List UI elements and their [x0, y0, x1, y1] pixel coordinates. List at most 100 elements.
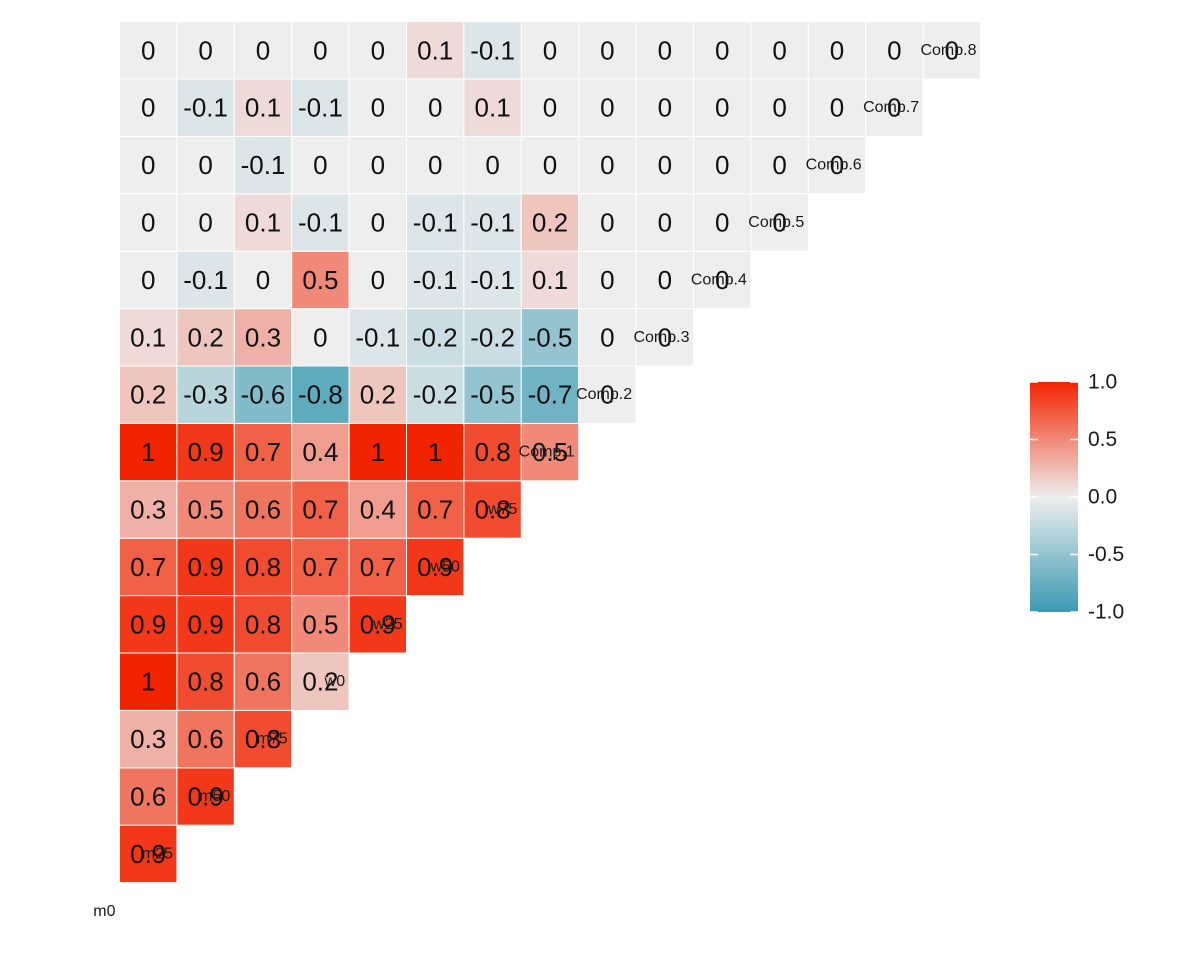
heatmap-cell-Comp.3-m50 — [233, 308, 293, 367]
variable-label-Comp.4: Comp.4 — [691, 271, 747, 288]
cell-value-label: 0.3 — [130, 724, 166, 754]
heatmap-cell-Comp.5-Comp.2 — [635, 193, 694, 252]
variable-label-Comp.7: Comp.7 — [863, 99, 919, 116]
variable-label-Comp.2: Comp.2 — [576, 386, 632, 403]
heatmap-cell-Comp.8-Comp.2 — [635, 21, 694, 80]
heatmap-cell-Comp.5-m25 — [176, 193, 235, 252]
heatmap-cell-w25-m75 — [291, 595, 350, 654]
cell-value-label: 0 — [658, 265, 672, 295]
cell-value-label: 0.2 — [532, 208, 568, 238]
cell-value-label: 0.1 — [245, 208, 281, 238]
cell-value-label: 0 — [313, 35, 327, 65]
heatmap-cell-w75-m75 — [291, 480, 350, 539]
heatmap-cell-Comp.8-m50 — [233, 21, 293, 80]
cell-value-label: 0.5 — [532, 437, 568, 467]
variable-label-w50: w50 — [430, 558, 460, 575]
legend-tick-label: 0.5 — [1088, 428, 1117, 451]
heatmap-cell-Comp.6-w25 — [406, 135, 465, 195]
heatmap-cell-Comp.8-w50 — [463, 21, 522, 80]
cell-value-label: 0.8 — [188, 667, 224, 697]
heatmap-cell-Comp.6-Comp.3 — [693, 135, 752, 195]
heatmap-cell-Comp.2-w50 — [463, 365, 522, 424]
cell-value-label: 0.8 — [475, 437, 511, 467]
heatmap-cell-Comp.7-w25 — [406, 78, 465, 137]
heatmap-cell-w25-m50 — [233, 595, 293, 654]
heatmap-cell-Comp.5-m0 — [119, 193, 178, 252]
heatmap-cell-Comp.4-m0 — [119, 250, 178, 310]
cell-value-label: 0 — [830, 93, 844, 123]
cell-value-label: -0.2 — [470, 322, 515, 352]
cell-value-label: -0.1 — [355, 322, 400, 352]
cell-value-label: 0.1 — [475, 93, 511, 123]
heatmap-cell-Comp.8-Comp.3 — [693, 21, 752, 80]
heatmap-cell-w75-w25 — [406, 480, 465, 539]
cell-value-label: 0.6 — [188, 724, 224, 754]
heatmap-cell-Comp.6-m50 — [233, 135, 293, 195]
cell-value-label: 0.9 — [360, 609, 396, 639]
heatmap-cell-Comp.4-w50 — [463, 250, 522, 310]
cell-value-label: 0 — [600, 322, 614, 352]
cell-value-label: -0.3 — [183, 380, 228, 410]
cell-value-label: -0.1 — [470, 265, 515, 295]
heatmap-cell-Comp.6-m25 — [176, 135, 235, 195]
heatmap-cell-w75-m25 — [176, 480, 235, 539]
cell-value-label: 0.9 — [417, 552, 453, 582]
cell-value-label: 0 — [715, 208, 729, 238]
heatmap-cell-Comp.5-Comp.1 — [578, 193, 637, 252]
legend-ticks: 1.0 0.5 0.0 -0.5 -1.0 — [1030, 371, 1124, 624]
cell-value-label: 0.9 — [130, 839, 166, 869]
heatmap-cell-Comp.2-w0 — [348, 365, 408, 424]
variable-label-Comp.8: Comp.8 — [920, 42, 976, 59]
cell-value-label: -0.8 — [298, 380, 343, 410]
heatmap-cell-Comp.3-w25 — [406, 308, 465, 367]
variable-label-Comp.1: Comp.1 — [519, 444, 575, 461]
cell-value-label: 0 — [543, 35, 557, 65]
heatmap-cell-Comp.1-m50 — [233, 422, 293, 482]
cell-value-label: 0 — [772, 93, 786, 123]
heatmap-cell-Comp.5-Comp.3 — [693, 193, 752, 252]
heatmap-cell-Comp.4-w0 — [348, 250, 408, 310]
heatmap-cell-Comp.5-Comp.4 — [750, 193, 809, 252]
cell-value-label: 1 — [141, 667, 155, 697]
cell-value-label: -0.1 — [241, 150, 286, 180]
cell-value-label: 0 — [256, 35, 270, 65]
cell-value-label: 0 — [715, 93, 729, 123]
cell-value-label: 0 — [772, 208, 786, 238]
cell-value-label: 1 — [371, 437, 385, 467]
cell-value-label: 0.1 — [532, 265, 568, 295]
cell-value-label: 0.8 — [245, 609, 281, 639]
cell-value-label: 0 — [543, 150, 557, 180]
cell-value-label: 0.6 — [130, 782, 166, 812]
cell-value-label: 0.8 — [245, 552, 281, 582]
cell-value-label: -0.5 — [528, 322, 573, 352]
heatmap-cell-Comp.4-w25 — [406, 250, 465, 310]
variable-label-m25: m25 — [142, 845, 173, 862]
heatmap-cell-w0-m50 — [233, 652, 293, 711]
heatmap-cell-m75-m25 — [176, 709, 235, 769]
cell-value-label: 0 — [600, 265, 614, 295]
cell-value-label: 0.2 — [188, 322, 224, 352]
cell-value-label: 0.7 — [130, 552, 166, 582]
cell-value-label: 0 — [371, 265, 385, 295]
heatmap-cell-Comp.6-w50 — [463, 135, 522, 195]
cell-value-label: 0 — [945, 35, 959, 65]
heatmap-cell-w0-m25 — [176, 652, 235, 711]
cell-value-label: 1 — [141, 437, 155, 467]
heatmap-cell-Comp.1-m0 — [119, 422, 178, 482]
cell-value-label: -0.2 — [413, 322, 458, 352]
cell-value-label: -0.2 — [413, 380, 458, 410]
cell-value-label: 0 — [313, 322, 327, 352]
cell-value-label: 0 — [715, 150, 729, 180]
heatmap-cell-w25-m25 — [176, 595, 235, 654]
cell-value-label: 0 — [198, 208, 212, 238]
cell-value-label: 0 — [428, 93, 442, 123]
heatmap-cell-Comp.4-m75 — [291, 250, 350, 310]
variable-label-w0: w0 — [324, 673, 346, 690]
heatmap-cells: 0.9 0.6 0.9 0.3 0.6 0.8 1 0.8 0.6 0.2 0.9 0.9 0.8 0.5… — [119, 21, 981, 884]
cell-value-label: 0.1 — [130, 322, 166, 352]
heatmap-cell-Comp.3-m75 — [291, 308, 350, 367]
cell-value-label: 0 — [371, 93, 385, 123]
heatmap-cell-Comp.8-Comp.7 — [922, 21, 981, 80]
cell-value-label: 0 — [600, 150, 614, 180]
cell-value-label: -0.1 — [298, 93, 343, 123]
